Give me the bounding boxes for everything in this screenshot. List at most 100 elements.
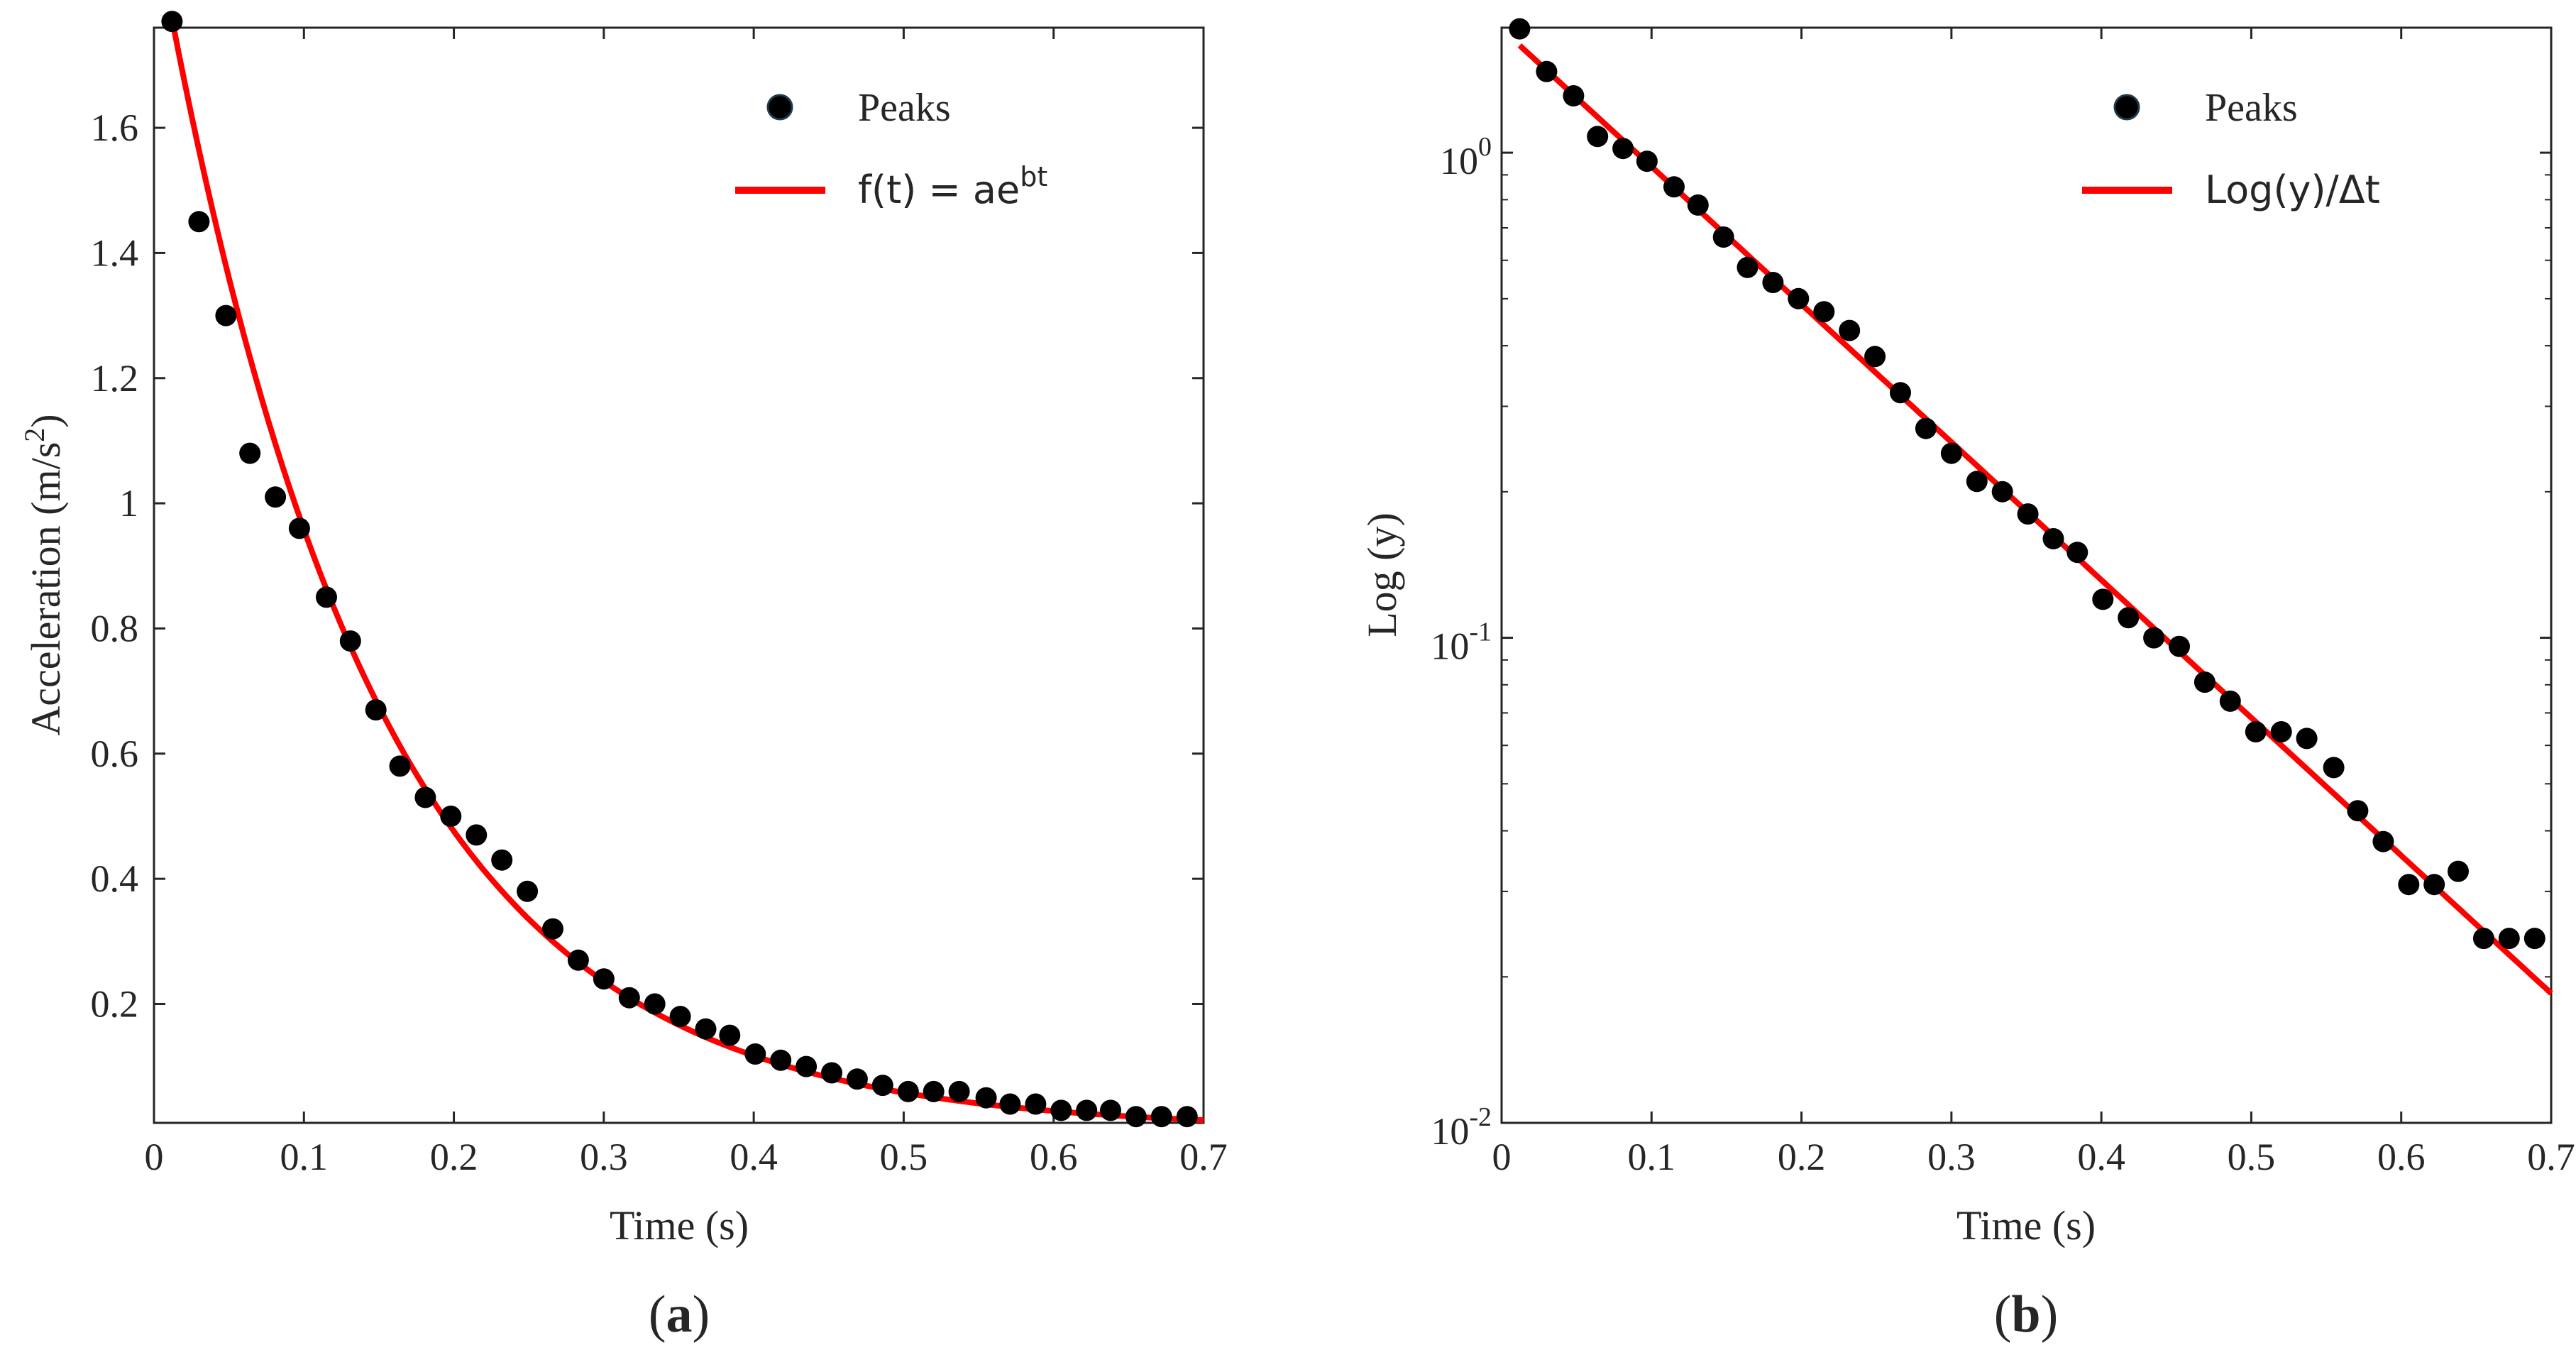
panel-b-legend-peaks-marker: [2113, 94, 2140, 121]
panel-b-peak-point: [1687, 194, 1709, 216]
panel-a-peak-point: [1150, 1106, 1172, 1128]
panel-b-peak-point: [1890, 382, 1911, 404]
panel-b-y-tick-label-exp: -1: [1469, 618, 1492, 647]
panel-b-y-tick-label: 10-2: [1431, 1102, 1492, 1153]
panel-b-x-tick-label: 0.6: [2377, 1136, 2426, 1178]
panel-a-y-ticks: 0.2 0.4 0.6 0.8 1 1.2 1.4 1.6: [91, 106, 1204, 1025]
panel-a-x-tick-label: 0.5: [880, 1136, 928, 1178]
panel-b-peak-point: [2498, 928, 2520, 950]
panel-b-x-tick-label: 0.7: [2527, 1136, 2575, 1178]
panel-b-peak-point: [2118, 607, 2140, 629]
panel-b-y-tick-label: 100: [1440, 132, 1492, 182]
panel-a-y-axis-title-close: ): [23, 414, 69, 427]
panel-b-peak-point: [2169, 635, 2190, 657]
panel-b-caption-close: ): [2041, 1285, 2059, 1344]
panel-b-plot-area: [1500, 26, 2553, 1124]
panel-a-peak-point: [1025, 1093, 1047, 1115]
panel-b-peak-point: [1736, 256, 1758, 278]
panel-a-peak-point: [770, 1049, 792, 1071]
panel-a-legend: Peaks f(t) = aebt: [735, 86, 1047, 212]
panel-a-peak-point: [1100, 1099, 1121, 1121]
panel-b-peak-point: [1915, 417, 1937, 439]
panel-a-peak-point: [1125, 1106, 1147, 1128]
panel-a-peak-point: [414, 786, 436, 808]
panel-b-peak-point: [1991, 481, 2013, 503]
panel-b-y-tick-label-base: 10: [1431, 1110, 1469, 1153]
panel-b-peak-point: [2523, 928, 2545, 950]
panel-b-legend-fit-label: Log(y)/Δt: [2205, 168, 2380, 212]
panel-b-x-tick-label: 0.5: [2228, 1136, 2276, 1178]
panel-b-legend: Peaks Log(y)/Δt: [2082, 86, 2380, 212]
panel-a-x-tick-label: 0: [145, 1136, 164, 1178]
panel-a-x-ticks: 0 0.1 0.2 0.3 0.4 0.5 0.6 0.7: [145, 28, 1228, 1178]
panel-a-peak-point: [618, 987, 640, 1009]
panel-a-y-tick-label: 0.2: [91, 982, 139, 1025]
panel-b-peak-point: [2143, 627, 2165, 649]
panel-b-legend-peaks-label: Peaks: [2205, 86, 2298, 130]
panel-b-y-tick-label-base: 10: [1440, 140, 1478, 182]
panel-a-peak-point: [871, 1075, 893, 1097]
panel-a-peak-point: [316, 586, 337, 608]
panel-a-peak-point: [897, 1080, 919, 1102]
panel-a-peak-point: [744, 1043, 766, 1065]
panel-b-x-tick-label: 0.2: [1778, 1136, 1826, 1178]
panel-b-peak-point: [1663, 176, 1685, 198]
panel-b-y-axis-title: Log (y): [1359, 512, 1405, 637]
panel-a-peak-point: [339, 630, 361, 652]
panel-b-caption: (b): [1994, 1285, 2058, 1344]
panel-b-peak-point: [2042, 528, 2064, 549]
panel-a-peak-point: [389, 755, 411, 777]
panel-a-peak-point: [288, 517, 310, 539]
panel-a-peak-point: [644, 993, 666, 1015]
panel-b-peak-point: [1509, 18, 1531, 40]
panel-b-peak-point: [2270, 721, 2292, 742]
panel-b-peak-point: [2092, 588, 2114, 610]
panel-b-x-tick-label: 0: [1492, 1136, 1512, 1178]
panel-b-x-axis-title: Time (s): [1956, 1202, 2096, 1249]
panel-b-peak-point: [1864, 346, 1886, 368]
panel-b-peak-point: [2066, 542, 2088, 564]
panel-a-peak-point: [365, 699, 387, 721]
panel-b-peak-points: [1509, 18, 2545, 950]
panel-a-legend-peaks-marker: [766, 94, 793, 121]
panel-a-y-tick-label: 1: [119, 482, 138, 525]
panel-b-peak-point: [1712, 226, 1734, 248]
panel-a-peak-point: [846, 1068, 868, 1090]
panel-b-peak-point: [1966, 471, 1988, 493]
panel-b-peak-point: [1788, 287, 1810, 309]
panel-a-caption-letter: a: [666, 1285, 693, 1344]
panel-a-y-tick-label: 1.6: [91, 106, 139, 149]
panel-a-x-tick-label: 0.3: [580, 1136, 628, 1178]
panel-b-y-tick-label-exp: -2: [1469, 1102, 1492, 1132]
panel-a-peak-point: [466, 824, 488, 846]
panel-a-y-tick-label: 0.8: [91, 607, 139, 649]
panel-b-peak-point: [1563, 85, 1585, 106]
panel-b-x-tick-label: 0.1: [1628, 1136, 1676, 1178]
panel-a-peak-point: [669, 1006, 691, 1028]
panel-b-peak-point: [1587, 126, 1609, 148]
panel-b-peak-point: [2194, 671, 2216, 693]
panel-b-peak-point: [2398, 874, 2420, 896]
panel-a-x-tick-label: 0.7: [1179, 1136, 1228, 1178]
panel-b-y-tick-label-base: 10: [1431, 625, 1469, 668]
panel-b-peak-point: [2323, 757, 2345, 779]
panel-b-y-tick-label-exp: 0: [1478, 132, 1492, 162]
panel-a-y-tick-label: 0.4: [91, 857, 139, 900]
panel-b-peak-point: [1813, 301, 1835, 323]
panel-a-legend-peaks-label: Peaks: [858, 86, 951, 130]
panel-b-peak-point: [2347, 800, 2369, 822]
panel-b-x-tick-label: 0.3: [1927, 1136, 1976, 1178]
panel-a-peak-point: [239, 442, 261, 464]
panel-a-legend-fit-label-sup: bt: [1020, 161, 1047, 192]
panel-a-y-axis-title-main: Acceleration (m/s: [23, 442, 69, 736]
panel-a-peak-point: [695, 1018, 717, 1040]
panel-a: 0 0.1 0.2 0.3 0.4 0.5 0.6 0.7 0.2 0.4 0.6 0.8 1 1.2 1…: [18, 11, 1228, 1344]
panel-a-x-tick-label: 0.1: [280, 1136, 329, 1178]
panel-a-caption-open: (: [649, 1285, 666, 1344]
panel-b-x-ticks: 0 0.1 0.2 0.3 0.4 0.5 0.6 0.7: [1492, 28, 2575, 1178]
panel-b-peak-point: [2017, 503, 2039, 525]
panel-a-plot-area: [153, 26, 1205, 1124]
panel-a-y-tick-label: 1.4: [91, 231, 139, 274]
